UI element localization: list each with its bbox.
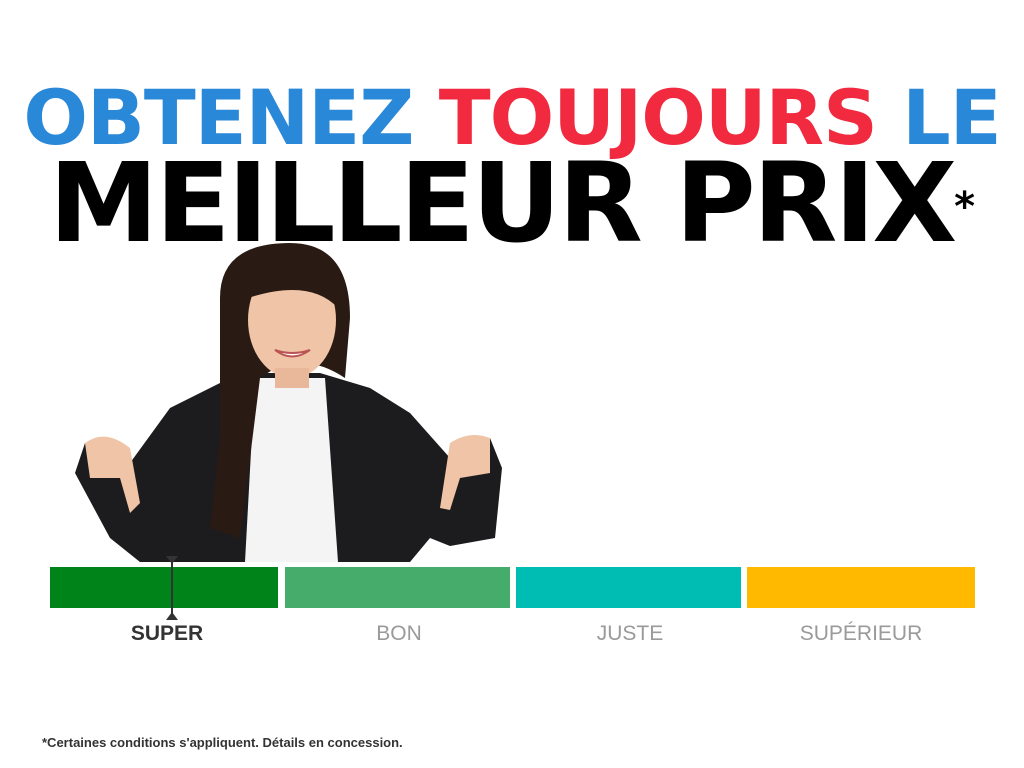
headline-asterisk: * [954, 184, 976, 230]
price-segment-superieur [747, 567, 975, 608]
footnote: *Certaines conditions s'appliquent. Déta… [42, 735, 403, 750]
price-segment-bon [285, 567, 510, 608]
headline-word-toujours: TOUJOURS [438, 73, 903, 162]
headline-line-1: OBTENEZ TOUJOURS LE [0, 78, 1024, 158]
price-marker-icon [166, 556, 178, 620]
price-label-superieur: SUPÉRIEUR [799, 622, 923, 645]
headline-word-le: LE [902, 73, 1001, 162]
businesswoman-pointing-image [75, 243, 502, 562]
price-label-bon: BON [376, 622, 422, 645]
headline-line-2: MEILLEUR PRIX* [0, 148, 1024, 258]
headline-word-obtenez: OBTENEZ [23, 73, 439, 162]
price-label-juste: JUSTE [596, 622, 664, 645]
price-segment-super [50, 567, 278, 608]
price-segment-juste [516, 567, 741, 608]
headline-main: MEILLEUR PRIX [48, 139, 957, 267]
price-label-super: SUPER [130, 622, 204, 645]
